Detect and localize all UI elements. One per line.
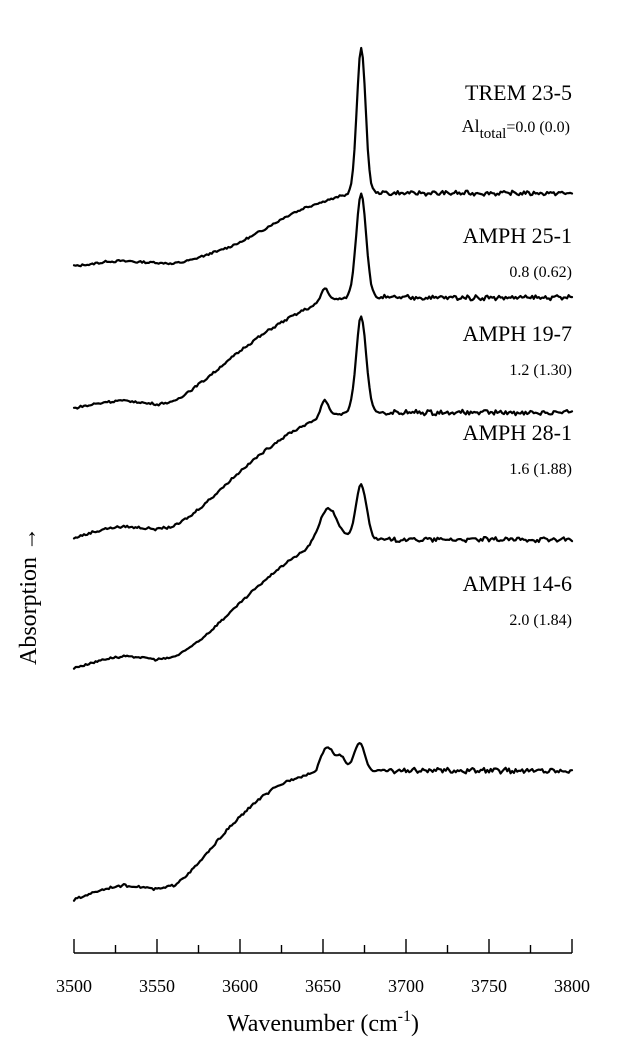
spectrum-line-5 <box>72 742 574 902</box>
al-total-label: 0.8 (0.62) <box>509 264 572 281</box>
x-axis-title-superscript: -1 <box>398 1008 411 1025</box>
al-total-label: 1.6 (1.88) <box>509 461 572 478</box>
spectrum-line-3 <box>72 315 574 540</box>
x-tick-label: 3550 <box>139 976 175 996</box>
series-name-label: AMPH 25-1 <box>463 223 572 248</box>
series-name-label: TREM 23-5 <box>465 80 572 105</box>
x-axis-title: Wavenumber (cm-1) <box>227 1008 419 1037</box>
x-tick-label: 3700 <box>388 976 424 996</box>
spectrum-line-2 <box>72 192 574 410</box>
series-name-label: AMPH 19-7 <box>463 321 572 346</box>
al-total-label: 2.0 (1.84) <box>509 612 572 629</box>
series-name-label: AMPH 14-6 <box>463 571 572 596</box>
al-total-label: 1.2 (1.30) <box>509 362 572 379</box>
x-tick-label: 3750 <box>471 976 507 996</box>
y-axis-title: Absorption → <box>16 527 42 665</box>
x-axis: 3500 3550 3600 3650 3700 3750 3800 <box>56 939 590 996</box>
x-tick-label: 3500 <box>56 976 92 996</box>
x-tick-label: 3600 <box>222 976 258 996</box>
al-total-label: Altotal=0.0 (0.0) <box>462 116 570 142</box>
spectrum-line-1 <box>72 46 574 268</box>
spectra-group <box>72 46 574 902</box>
series-name-label: AMPH 28-1 <box>463 420 572 445</box>
x-ticks: 3500 3550 3600 3650 3700 3750 3800 <box>56 939 590 996</box>
x-tick-label: 3650 <box>305 976 341 996</box>
spectrum-line-4 <box>72 483 574 670</box>
series-labels: TREM 23-5 Altotal=0.0 (0.0) AMPH 25-1 0.8 (… <box>462 80 572 629</box>
x-tick-label: 3800 <box>554 976 590 996</box>
